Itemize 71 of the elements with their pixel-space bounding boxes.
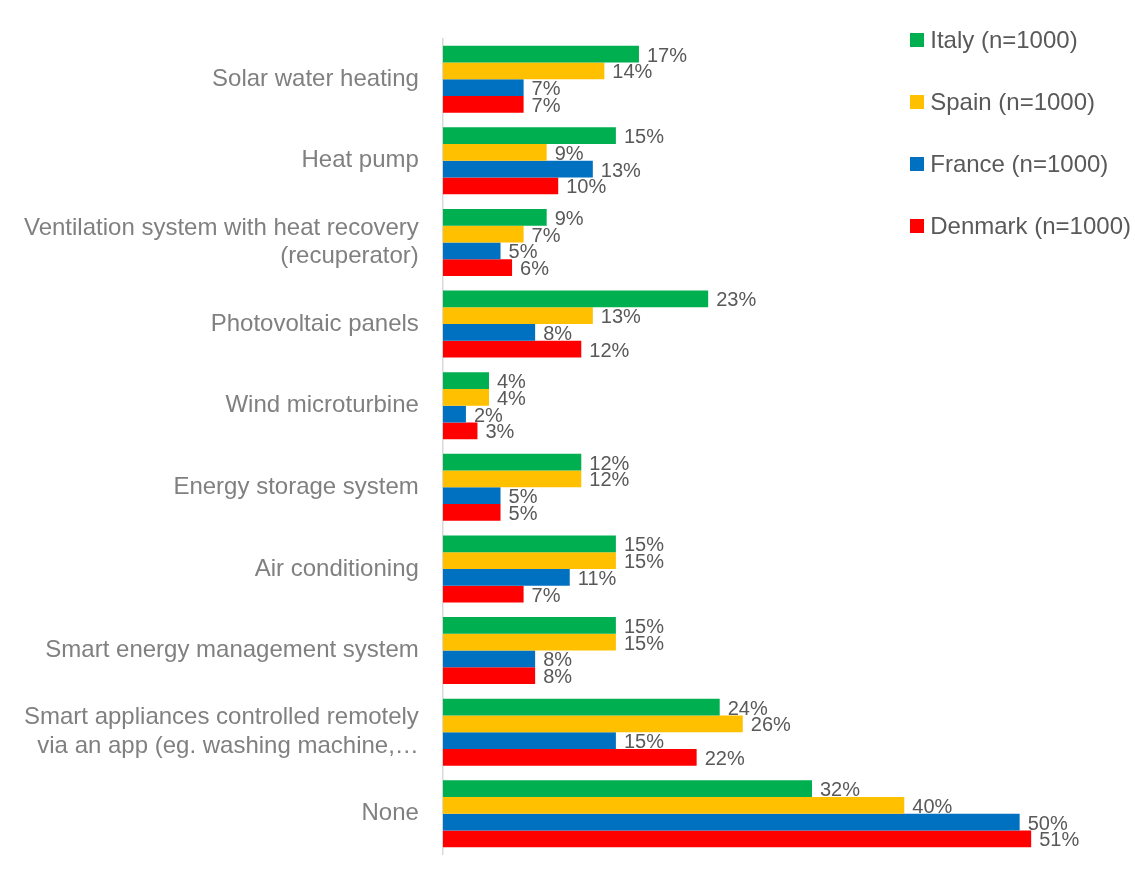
bar (442, 552, 616, 569)
bar (442, 242, 501, 260)
data-label: 8% (543, 321, 573, 344)
data-label: 22% (704, 746, 745, 769)
bar (442, 504, 501, 521)
bar (442, 225, 524, 243)
y-tick-label: Wind microturbine (225, 390, 419, 418)
bar (442, 405, 466, 423)
bar (442, 177, 559, 195)
bar (442, 79, 524, 96)
data-label: 32% (820, 778, 861, 801)
bar (442, 830, 1032, 848)
data-label: 7% (531, 583, 561, 606)
bar (442, 259, 513, 276)
bar (442, 160, 593, 178)
data-label: 15% (623, 125, 665, 148)
y-tick-label: Smart energy management system (45, 635, 419, 663)
bar (442, 340, 582, 358)
bar (442, 585, 524, 603)
bar (442, 780, 812, 798)
bar (442, 650, 536, 668)
bar (442, 453, 582, 471)
data-label: 23% (716, 288, 757, 311)
bar (442, 95, 524, 113)
data-label: 15% (623, 550, 665, 573)
bar (442, 388, 489, 406)
y-tick-label: Solar water heating (212, 63, 419, 91)
bar (442, 633, 616, 651)
bar (442, 732, 616, 749)
bar (442, 667, 536, 685)
y-tick-label: Heat pump (301, 145, 419, 173)
data-label: 6% (520, 257, 550, 280)
bar (442, 698, 720, 716)
bar (442, 813, 1020, 831)
bar (442, 127, 616, 145)
bar (442, 422, 478, 440)
data-label: 15% (623, 730, 665, 753)
bar (442, 470, 582, 488)
y-tick-label: Smart appliances controlled remotely via an app (eg. washing machine,… (23, 702, 419, 759)
legend-label: Italy (n=1000) (930, 26, 1078, 54)
data-label: 8% (543, 665, 573, 688)
data-label: 40% (912, 794, 953, 817)
legend-label: Spain (n=1000) (930, 88, 1096, 116)
legend-label: France (n=1000) (930, 150, 1109, 178)
bar (442, 324, 536, 341)
legend-label: Denmark (n=1000) (930, 212, 1131, 240)
data-label: 12% (589, 338, 630, 361)
bar (442, 487, 501, 505)
bar (442, 797, 905, 814)
bar (442, 208, 547, 226)
data-label: 9% (554, 206, 584, 229)
data-label: 15% (623, 614, 665, 637)
bar (442, 372, 489, 389)
data-label: 11% (577, 566, 617, 589)
y-tick-label: Energy storage system (173, 471, 419, 499)
bar (442, 290, 709, 308)
data-label: 13% (600, 305, 642, 328)
y-tick-label: Photovoltaic panels (210, 308, 419, 336)
bar (442, 307, 593, 325)
y-tick-label: Air conditioning (254, 553, 419, 581)
bar (442, 568, 570, 586)
bar (442, 535, 616, 553)
data-label: 9% (554, 141, 584, 164)
bar (442, 617, 616, 634)
bar (442, 62, 605, 80)
bar (442, 715, 743, 733)
y-tick-label: Ventilation system with heat recovery (recuperator) (23, 212, 419, 269)
y-tick-label: None (361, 798, 419, 826)
bar (442, 144, 547, 161)
bar (442, 748, 697, 766)
bar (442, 45, 639, 63)
